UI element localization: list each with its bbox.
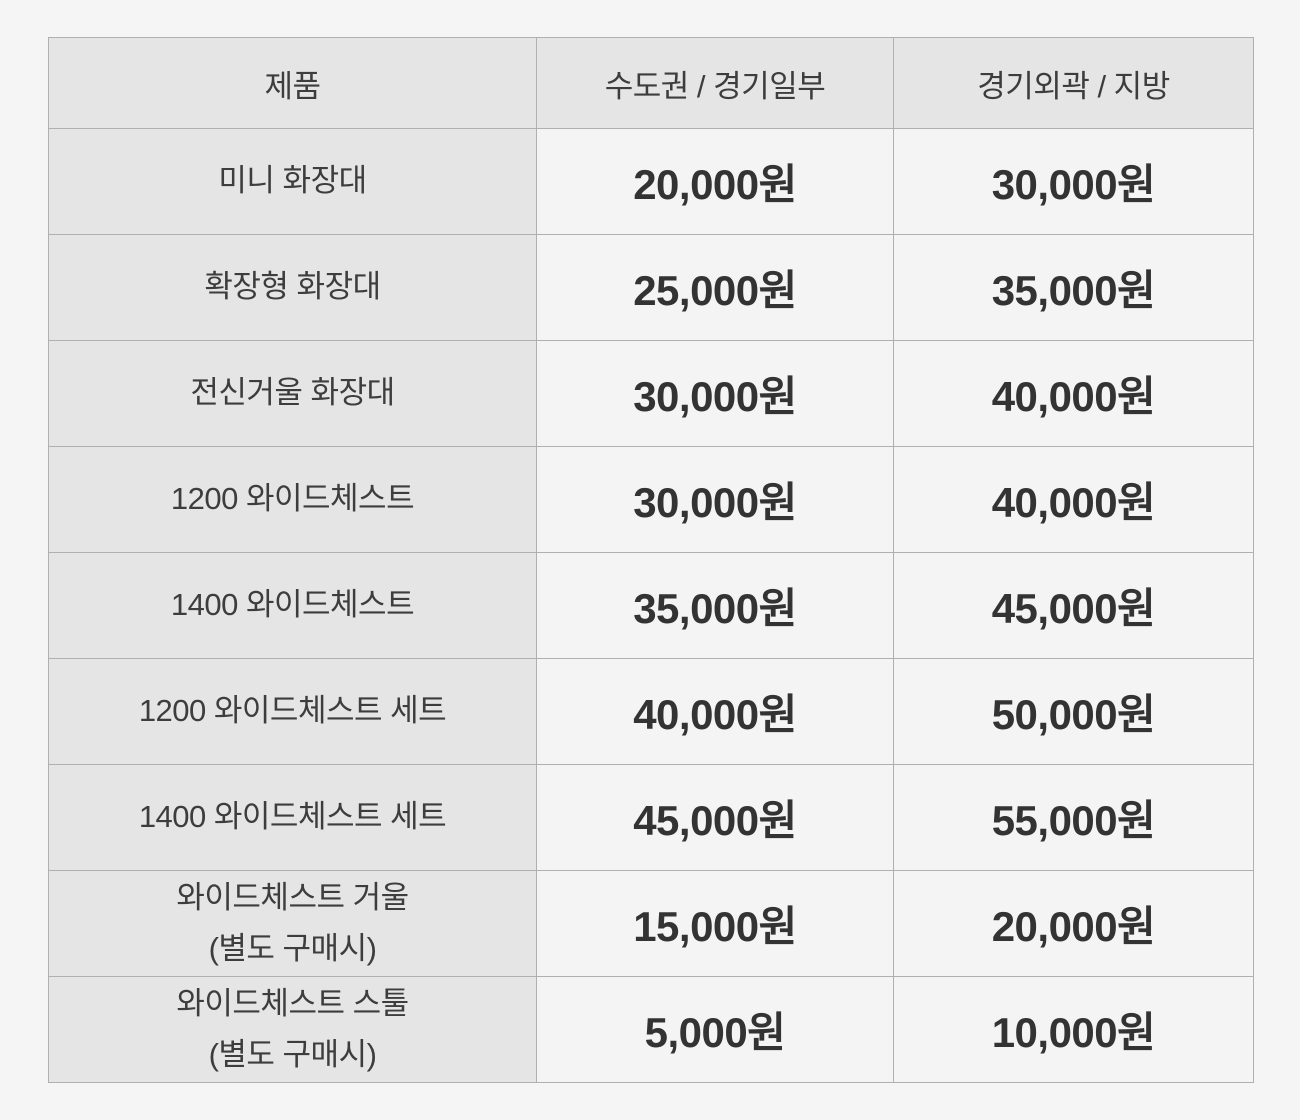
metro-price-cell: 20,000원 [536, 128, 894, 235]
header-row: 제품 수도권 / 경기일부 경기외곽 / 지방 [48, 37, 1254, 129]
header-cell-product: 제품 [48, 37, 537, 129]
product-cell: 전신거울 화장대 [48, 340, 537, 447]
outer-price-cell: 50,000원 [893, 658, 1254, 765]
outer-price: 20,000원 [991, 903, 1156, 950]
outer-price-cell: 20,000원 [893, 870, 1254, 977]
product-note: (별도 구매시) [208, 930, 377, 966]
metro-price-cell: 45,000원 [536, 764, 894, 871]
product-cell: 와이드체스트 거울 (별도 구매시) [48, 870, 537, 977]
outer-price-cell: 45,000원 [893, 552, 1254, 659]
product-name: 확장형 화장대 [204, 269, 381, 305]
table-body: 미니 화장대 20,000원 30,000원 확장형 화장대 25,000원 3… [48, 128, 1254, 1083]
table-header: 제품 수도권 / 경기일부 경기외곽 / 지방 [48, 37, 1254, 129]
product-cell: 와이드체스트 스툴 (별도 구매시) [48, 976, 537, 1083]
table-row: 와이드체스트 스툴 (별도 구매시) 5,000원 10,000원 [48, 976, 1254, 1083]
metro-price-cell: 35,000원 [536, 552, 894, 659]
product-name: 와이드체스트 스툴 [176, 986, 409, 1022]
product-cell: 확장형 화장대 [48, 234, 537, 341]
product-name: 1200 와이드체스트 [170, 481, 415, 517]
outer-price: 40,000원 [991, 373, 1156, 420]
outer-price-cell: 40,000원 [893, 340, 1254, 447]
outer-price: 40,000원 [991, 479, 1156, 526]
product-name: 와이드체스트 거울 [176, 880, 409, 916]
table-row: 1200 와이드체스트 30,000원 40,000원 [48, 446, 1254, 553]
outer-price-cell: 40,000원 [893, 446, 1254, 553]
product-cell: 1400 와이드체스트 세트 [48, 764, 537, 871]
product-name: 1200 와이드체스트 세트 [138, 693, 447, 729]
product-name: 전신거울 화장대 [190, 375, 395, 411]
outer-price: 35,000원 [991, 267, 1156, 314]
metro-price: 20,000원 [633, 161, 797, 208]
table-row: 미니 화장대 20,000원 30,000원 [48, 128, 1254, 235]
table-row: 전신거울 화장대 30,000원 40,000원 [48, 340, 1254, 447]
metro-price: 15,000원 [633, 903, 797, 950]
table-row: 와이드체스트 거울 (별도 구매시) 15,000원 20,000원 [48, 870, 1254, 977]
outer-price-cell: 30,000원 [893, 128, 1254, 235]
product-cell: 1200 와이드체스트 [48, 446, 537, 553]
metro-price: 5,000원 [644, 1009, 786, 1056]
outer-price-cell: 10,000원 [893, 976, 1254, 1083]
product-cell: 1200 와이드체스트 세트 [48, 658, 537, 765]
metro-price-cell: 15,000원 [536, 870, 894, 977]
product-name: 1400 와이드체스트 세트 [138, 799, 447, 835]
metro-price-cell: 30,000원 [536, 446, 894, 553]
table-row: 1400 와이드체스트 세트 45,000원 55,000원 [48, 764, 1254, 871]
outer-price: 55,000원 [991, 797, 1156, 844]
product-cell: 1400 와이드체스트 [48, 552, 537, 659]
header-cell-metro: 수도권 / 경기일부 [536, 37, 894, 129]
delivery-fee-table: 제품 수도권 / 경기일부 경기외곽 / 지방 미니 화장대 20,000원 3… [48, 37, 1254, 1083]
metro-price: 35,000원 [633, 585, 797, 632]
header-cell-outer: 경기외곽 / 지방 [893, 37, 1254, 129]
metro-price-cell: 5,000원 [536, 976, 894, 1083]
table-row: 확장형 화장대 25,000원 35,000원 [48, 234, 1254, 341]
outer-price-cell: 35,000원 [893, 234, 1254, 341]
metro-price: 45,000원 [633, 797, 797, 844]
product-cell: 미니 화장대 [48, 128, 537, 235]
delivery-fee-table-wrap: 제품 수도권 / 경기일부 경기외곽 / 지방 미니 화장대 20,000원 3… [48, 37, 1254, 1083]
outer-price-cell: 55,000원 [893, 764, 1254, 871]
outer-price: 45,000원 [991, 585, 1156, 632]
metro-price: 40,000원 [633, 691, 797, 738]
table-row: 1400 와이드체스트 35,000원 45,000원 [48, 552, 1254, 659]
outer-price: 10,000원 [991, 1009, 1156, 1056]
metro-price: 30,000원 [633, 373, 797, 420]
product-name: 1400 와이드체스트 [170, 587, 415, 623]
product-name: 미니 화장대 [218, 163, 367, 199]
metro-price-cell: 25,000원 [536, 234, 894, 341]
table-row: 1200 와이드체스트 세트 40,000원 50,000원 [48, 658, 1254, 765]
metro-price: 25,000원 [633, 267, 797, 314]
metro-price-cell: 30,000원 [536, 340, 894, 447]
product-note: (별도 구매시) [208, 1036, 377, 1072]
outer-price: 30,000원 [991, 161, 1156, 208]
metro-price: 30,000원 [633, 479, 797, 526]
outer-price: 50,000원 [991, 691, 1156, 738]
metro-price-cell: 40,000원 [536, 658, 894, 765]
